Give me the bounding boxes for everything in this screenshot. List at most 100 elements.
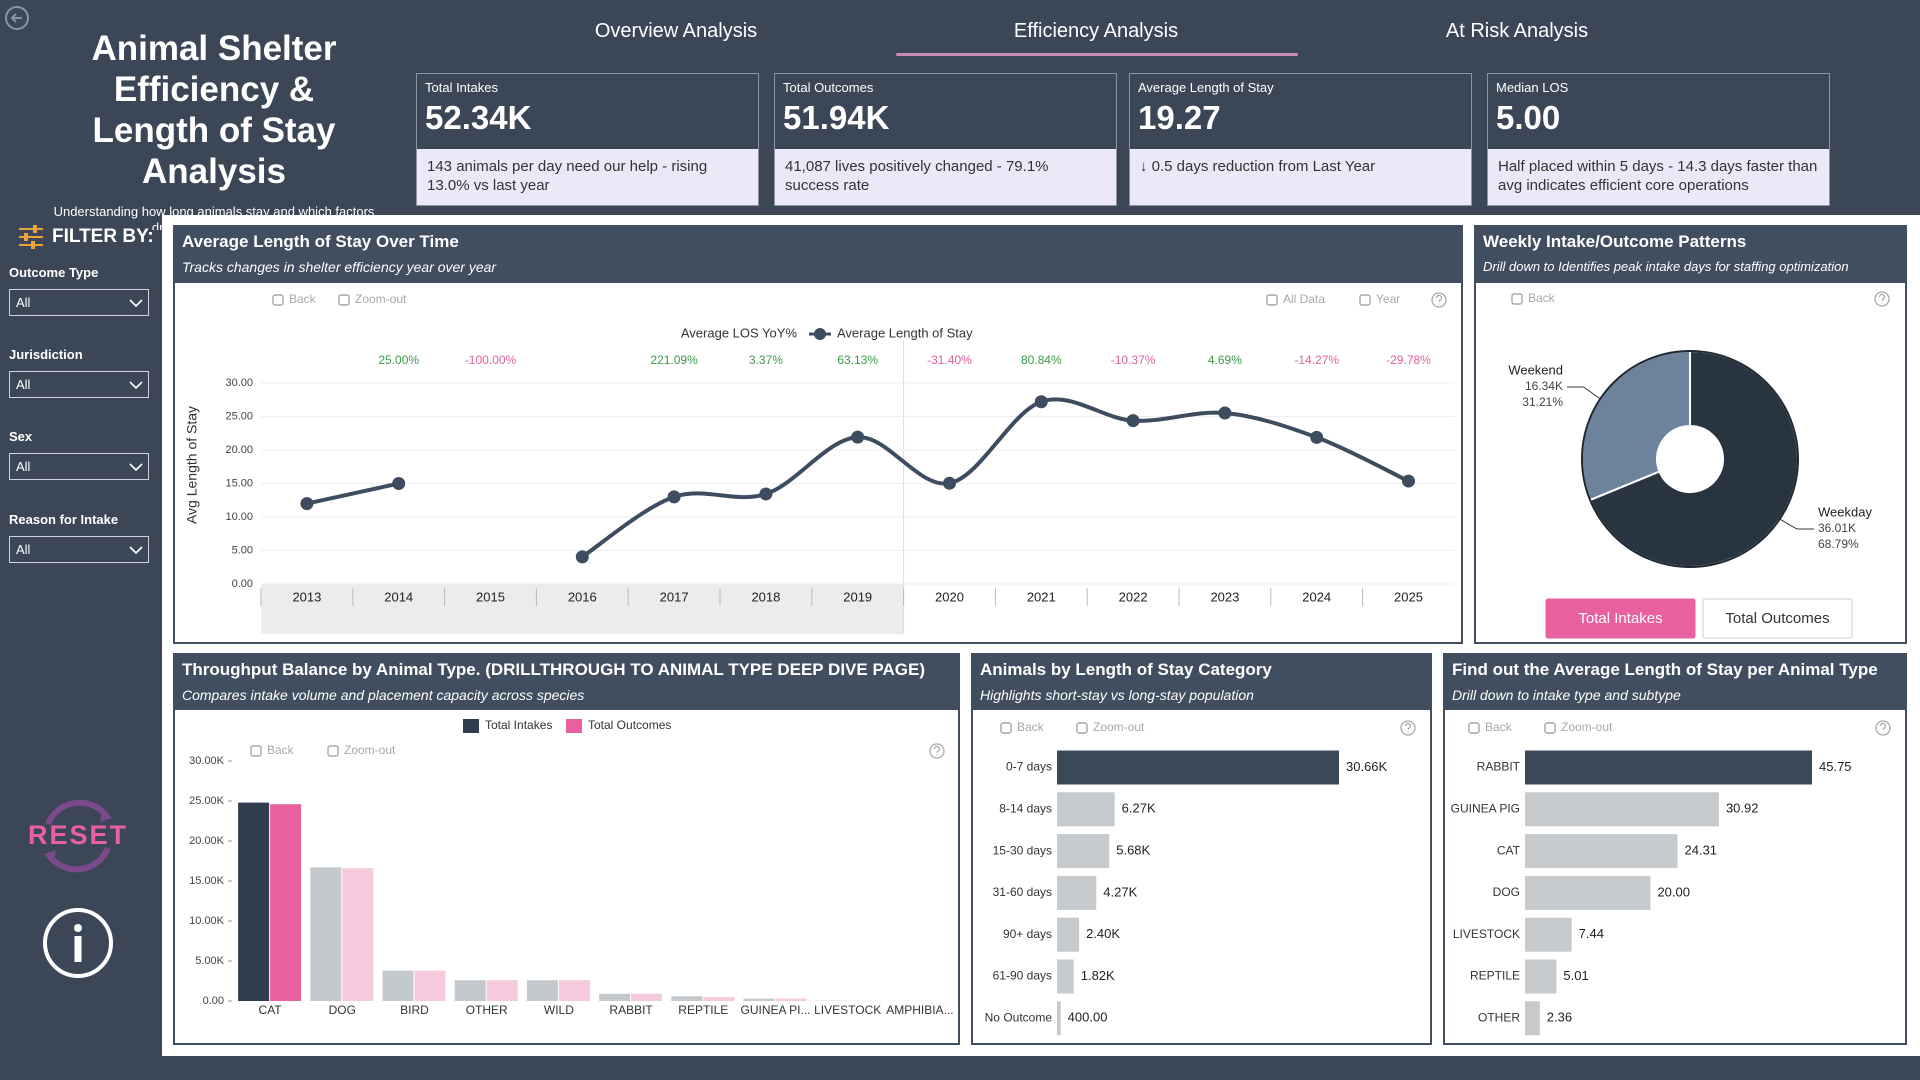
filter-dropdown[interactable]: All: [9, 536, 149, 563]
bar: [310, 867, 342, 1001]
y-tick-label: 0.00: [203, 995, 224, 1007]
nav-tab[interactable]: Efficiency Analysis: [1013, 20, 1179, 42]
bar: [1057, 792, 1115, 827]
x-tick-label: 2020: [935, 589, 964, 604]
control-label: All Data: [1283, 292, 1325, 306]
x-tick-label: 2015: [476, 589, 505, 604]
line-marker: [1218, 406, 1232, 420]
control-label: Back: [1017, 720, 1045, 734]
bar: [703, 997, 735, 1001]
yoy-label: 4.69%: [1208, 353, 1242, 367]
control-label: Zoom-out: [344, 743, 396, 757]
legend-label: Average LOS YoY%: [681, 325, 798, 340]
bar: [486, 980, 518, 1001]
active-tab-underline: [896, 53, 1298, 56]
legend-swatch: [463, 719, 479, 733]
reset-button[interactable]: RESET: [28, 788, 128, 884]
panel-header: Average Length of Stay Over Time Tracks c…: [175, 227, 1461, 283]
bar: [1057, 875, 1097, 910]
category-label: 61-90 days: [993, 969, 1052, 983]
control-icon: [1468, 722, 1480, 734]
filter-title: FILTER BY:: [52, 226, 154, 247]
control-icon: [1076, 722, 1088, 734]
y-tick-label: 5.00: [232, 544, 253, 556]
kpi-note: Half placed within 5 days - 14.3 days fa…: [1488, 149, 1829, 205]
panel-title: Find out the Average Length of Stay per …: [1452, 660, 1878, 679]
y-tick-label: 10.00K: [189, 915, 225, 927]
bar: [775, 998, 807, 1001]
legend-marker: [814, 328, 826, 340]
line-marker: [1034, 395, 1048, 409]
help-icon: [1431, 292, 1447, 308]
help-icon: [929, 743, 945, 759]
value-label: 6.27K: [1122, 801, 1156, 816]
hbar-chart: Back Zoom-out 0-7 days 30.66K 8-14 days 6.27K…: [985, 720, 1416, 1036]
slice-value-label: 31.21%: [1522, 395, 1563, 409]
filter-dropdown[interactable]: All: [9, 289, 149, 316]
toggle-button[interactable]: [1545, 598, 1696, 639]
filter-dropdown[interactable]: All: [9, 371, 149, 398]
filter-value: All: [16, 295, 31, 310]
panel: Throughput Balance by Animal Type. (DRIL…: [173, 653, 960, 1045]
x-tick-label: WILD: [544, 1003, 574, 1017]
donut-chart: Back Weekend 16.34K 31.21% Weekday 36.01K 68.7…: [1508, 291, 1890, 639]
yoy-label: 221.09%: [650, 353, 698, 367]
value-label: 2.40K: [1086, 926, 1120, 941]
x-tick-label: LIVESTOCK: [814, 1003, 881, 1017]
yoy-label: 80.84%: [1021, 353, 1062, 367]
kpi-note: 143 animals per day need our help - risi…: [417, 149, 758, 205]
nav-tab[interactable]: At Risk Analysis: [1445, 20, 1589, 42]
chevron: [129, 381, 143, 390]
x-tick-label: RABBIT: [609, 1003, 653, 1017]
category-label: 31-60 days: [993, 885, 1052, 899]
bar: [558, 980, 590, 1001]
filter-value: All: [16, 542, 31, 557]
bar: [382, 970, 414, 1001]
info-button[interactable]: [42, 907, 116, 981]
line-marker: [1310, 430, 1324, 444]
value-label: 4.27K: [1103, 884, 1137, 899]
category-label: No Outcome: [985, 1010, 1053, 1024]
category-label: 90+ days: [1003, 927, 1052, 941]
x-tick-label: 2025: [1394, 589, 1423, 604]
control-icon: [327, 745, 339, 757]
bar: [270, 804, 302, 1001]
toggle-button[interactable]: [1702, 598, 1853, 639]
bar: [1057, 834, 1110, 869]
help-icon: [1400, 720, 1416, 736]
category-label: 8-14 days: [999, 801, 1052, 815]
title-block: Animal Shelter Efficiency & Length of St…: [44, 28, 384, 230]
line-marker: [667, 490, 681, 504]
bar: [631, 993, 663, 1001]
slice-count-label: 36.01K: [1818, 521, 1856, 535]
value-label: 20.00: [1657, 884, 1690, 899]
control-label: Zoom-out: [1561, 720, 1613, 734]
back-button[interactable]: [4, 5, 32, 33]
control-icon: [250, 745, 262, 757]
control-icon: [1544, 722, 1556, 734]
chevron: [129, 463, 143, 472]
panel-title: Weekly Intake/Outcome Patterns: [1483, 232, 1747, 251]
x-tick-label: 2024: [1302, 589, 1331, 604]
kpi-label: Total Intakes: [425, 80, 498, 95]
filter-label: Sex: [9, 429, 33, 444]
line-marker: [392, 477, 406, 490]
x-tick-label: 2023: [1210, 589, 1239, 604]
bar: [414, 970, 446, 1001]
bar: [743, 998, 775, 1001]
y-tick-label: 15.00: [225, 477, 253, 489]
panel-subtitle: Compares intake volume and placement cap…: [182, 687, 585, 703]
filter-dropdown[interactable]: All: [9, 453, 149, 480]
panel-subtitle: Drill down to Identifies peak intake day…: [1483, 259, 1849, 274]
y-tick-label: 20.00K: [189, 835, 225, 847]
bar: [1525, 792, 1719, 827]
legend-label: Total Outcomes: [588, 718, 671, 732]
nav-tab[interactable]: Overview Analysis: [594, 20, 758, 42]
filter-label: Reason for Intake: [9, 512, 119, 527]
yoy-label: 25.00%: [378, 353, 419, 367]
bar: [1057, 750, 1339, 785]
bar-chart: Back Zoom-out 0.00 5.00K 10.00K 15.00K 20.00K 2…: [189, 718, 953, 1017]
value-label: 5.01: [1563, 968, 1588, 983]
x-tick-label: 2022: [1119, 589, 1148, 604]
panel-header: Weekly Intake/Outcome Patterns Drill down…: [1476, 227, 1905, 283]
